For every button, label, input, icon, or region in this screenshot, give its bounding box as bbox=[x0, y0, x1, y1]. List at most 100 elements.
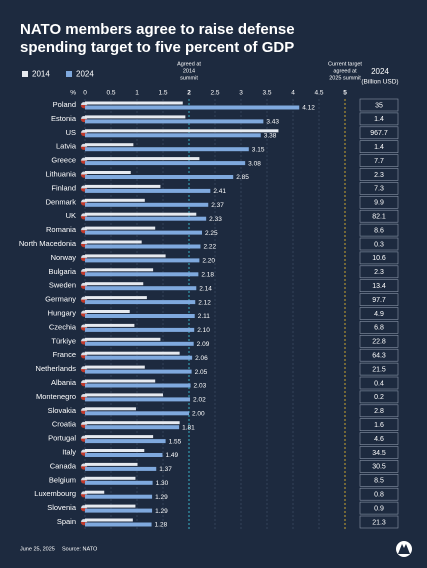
spending-value: 97.7 bbox=[372, 297, 386, 304]
x-tick-label: 4 bbox=[291, 90, 295, 97]
spending-value: 22.8 bbox=[372, 339, 386, 346]
x-tick-label: 1.5 bbox=[158, 90, 167, 97]
category-label: Finland bbox=[51, 183, 76, 192]
spending-value: 4.9 bbox=[374, 311, 384, 318]
bar bbox=[85, 480, 153, 485]
spending-cell bbox=[359, 112, 399, 126]
category-label: Denmark bbox=[46, 197, 77, 206]
category-label: Romania bbox=[46, 225, 77, 234]
bar bbox=[85, 365, 145, 369]
value-label: 1.37 bbox=[159, 466, 172, 473]
spending-cell bbox=[359, 140, 399, 153]
spending-value: 2.3 bbox=[374, 269, 384, 276]
bar bbox=[85, 188, 211, 193]
spending-cell bbox=[359, 209, 399, 223]
bar bbox=[85, 379, 156, 383]
value-label: 2.22 bbox=[203, 244, 216, 251]
value-label: 3.15 bbox=[252, 146, 265, 153]
column-header: 2024 bbox=[371, 67, 389, 76]
spending-value: 1.6 bbox=[374, 422, 384, 429]
category-label: Türkiye bbox=[51, 336, 76, 345]
bar bbox=[85, 449, 145, 452]
spending-value: 0.9 bbox=[374, 505, 384, 512]
x-axis-label: % bbox=[70, 90, 76, 97]
reference-annotation: Agreed at bbox=[177, 61, 201, 67]
category-label: North Macedonia bbox=[19, 239, 77, 248]
bar bbox=[85, 393, 163, 397]
bar bbox=[85, 504, 136, 508]
bar bbox=[85, 282, 144, 286]
x-tick-label: 2.5 bbox=[210, 90, 219, 97]
spending-value: 34.5 bbox=[372, 450, 386, 457]
value-label: 3.43 bbox=[266, 119, 279, 126]
reference-annotation: summit bbox=[180, 75, 198, 81]
date: June 25, 2025 bbox=[20, 546, 55, 552]
spending-cell bbox=[359, 237, 399, 251]
spending-cell bbox=[359, 376, 399, 390]
spending-cell bbox=[359, 321, 399, 334]
category-label: Luxembourg bbox=[34, 489, 76, 498]
legend-swatch bbox=[66, 71, 72, 77]
value-label: 2.09 bbox=[197, 341, 210, 348]
x-tick-label: 5 bbox=[343, 90, 347, 97]
spending-cell bbox=[359, 182, 399, 195]
category-label: Spain bbox=[57, 517, 76, 526]
bar bbox=[85, 184, 161, 188]
reference-annotation: 2014 bbox=[183, 68, 195, 74]
category-label: Czechia bbox=[49, 322, 77, 331]
bar bbox=[85, 355, 193, 360]
spending-cell bbox=[359, 223, 399, 237]
value-label: 1.55 bbox=[169, 438, 182, 445]
spending-cell bbox=[359, 98, 399, 112]
spending-value: 1.4 bbox=[374, 144, 384, 151]
spending-value: 7.7 bbox=[374, 158, 384, 165]
spending-cell bbox=[359, 404, 399, 418]
spending-cell bbox=[359, 251, 399, 265]
reference-annotation: agreed at bbox=[333, 68, 357, 74]
x-tick-label: 1 bbox=[135, 90, 139, 97]
bar bbox=[85, 175, 234, 179]
bar bbox=[85, 337, 161, 341]
value-label: 2.11 bbox=[198, 313, 211, 320]
spending-cell bbox=[359, 432, 399, 445]
spending-value: 0.3 bbox=[374, 241, 384, 248]
bar bbox=[85, 369, 192, 374]
spending-cell bbox=[359, 473, 399, 487]
bar bbox=[85, 397, 191, 402]
bar bbox=[85, 310, 130, 313]
value-label: 2.03 bbox=[194, 383, 207, 390]
bar bbox=[85, 198, 145, 202]
bar bbox=[85, 133, 261, 138]
spending-cell bbox=[359, 154, 399, 167]
value-label: 2.14 bbox=[199, 285, 212, 292]
value-label: 2.05 bbox=[195, 369, 208, 376]
bar bbox=[85, 351, 180, 355]
category-label: Norway bbox=[51, 253, 77, 262]
bar bbox=[85, 435, 154, 439]
category-label: Greece bbox=[51, 156, 76, 165]
bar bbox=[85, 421, 180, 425]
bar bbox=[85, 411, 189, 416]
source: Source: NATO bbox=[62, 546, 98, 552]
category-label: Netherlands bbox=[36, 364, 77, 373]
bar bbox=[85, 244, 201, 249]
category-label: Latvia bbox=[56, 142, 77, 151]
bar bbox=[85, 327, 195, 332]
bar bbox=[85, 323, 135, 327]
x-tick-label: 3 bbox=[239, 90, 243, 97]
reference-annotation: 2025 summit bbox=[329, 75, 361, 81]
spending-value: 10.6 bbox=[372, 255, 386, 262]
value-label: 1.29 bbox=[155, 508, 168, 515]
category-label: Slovakia bbox=[48, 406, 77, 415]
bar bbox=[85, 439, 166, 444]
spending-value: 1.4 bbox=[374, 116, 384, 123]
spending-cell bbox=[359, 168, 399, 181]
category-label: France bbox=[53, 350, 76, 359]
bar bbox=[85, 268, 154, 272]
bar bbox=[85, 157, 200, 161]
spending-cell bbox=[359, 126, 399, 140]
x-tick-label: 2 bbox=[187, 90, 191, 97]
bar bbox=[85, 143, 134, 147]
bar bbox=[85, 286, 197, 291]
